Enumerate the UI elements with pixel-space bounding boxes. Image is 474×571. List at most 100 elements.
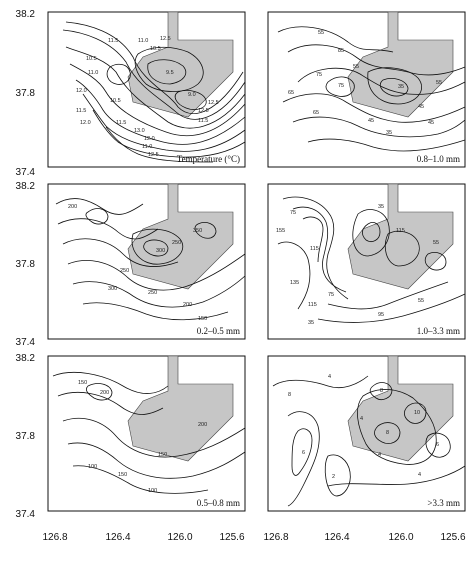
contour-label: 100 bbox=[88, 464, 97, 470]
x-axis-left: 126.8 126.4 126.0 125.6 bbox=[42, 532, 244, 543]
contour-label: 11.0 bbox=[88, 70, 98, 76]
contour-label: 300 bbox=[156, 248, 165, 254]
x-tick: 126.0 bbox=[388, 532, 413, 543]
y-tick: 38.2 bbox=[16, 353, 36, 364]
contour-label: 300 bbox=[108, 286, 117, 292]
contour-label: 115 bbox=[308, 302, 317, 308]
y-tick: 37.8 bbox=[16, 431, 36, 442]
contour-label: 200 bbox=[100, 390, 109, 396]
contour-label: 12.0 bbox=[80, 120, 91, 126]
contour-label: 10.5 bbox=[150, 46, 161, 52]
contour-label: 75 bbox=[338, 83, 344, 89]
contour-label: 350 bbox=[193, 228, 202, 234]
panel-label: 0.8–1.0 mm bbox=[417, 154, 460, 164]
x-axis-right: 126.8 126.4 126.0 125.6 bbox=[263, 532, 465, 543]
contour-label: 13.0 bbox=[134, 128, 145, 134]
contour-label: 8 bbox=[288, 392, 291, 398]
x-tick: 125.6 bbox=[440, 532, 465, 543]
y-tick: 38.2 bbox=[16, 181, 36, 192]
contour-label: 35 bbox=[378, 204, 384, 210]
contour-label: 55 bbox=[436, 80, 442, 86]
y-axis-row-2: 38.2 37.8 37.4 bbox=[16, 181, 36, 348]
x-tick: 126.0 bbox=[167, 532, 192, 543]
contour-label: 100 bbox=[148, 488, 157, 494]
x-tick: 126.4 bbox=[324, 532, 349, 543]
panel-label: 0.5–0.8 mm bbox=[197, 498, 240, 508]
contour-label: 8 bbox=[386, 430, 389, 436]
contour-label: 10.5 bbox=[86, 56, 97, 62]
contour-label: 115 bbox=[310, 246, 319, 252]
y-tick: 37.8 bbox=[16, 259, 36, 270]
contour-label: 12.0 bbox=[76, 88, 87, 94]
contour-label: 75 bbox=[328, 292, 334, 298]
contour-label: 95 bbox=[378, 312, 384, 318]
contour-label: 10.5 bbox=[110, 98, 121, 104]
contour-label: 9.5 bbox=[166, 70, 174, 76]
contour-label: 155 bbox=[276, 228, 285, 234]
panel-0.5-0.8mm: 150 200 150 100 150 100 200 0.5–0.8 mm bbox=[47, 355, 246, 512]
contour-label: 12.0 bbox=[144, 136, 155, 142]
contour-label: 4 bbox=[418, 472, 421, 478]
contour-label: 45 bbox=[418, 104, 424, 110]
contour-label: 4 bbox=[378, 452, 381, 458]
contour-label: 200 bbox=[68, 204, 77, 210]
contour-label: 11.5 bbox=[108, 38, 118, 44]
contour-label: 11.5 bbox=[76, 108, 86, 114]
contour-label: 4 bbox=[328, 374, 331, 380]
contour-label: 65 bbox=[288, 90, 294, 96]
contour-label: 150 bbox=[118, 472, 127, 478]
y-tick: 37.4 bbox=[16, 167, 36, 178]
contour-label: 200 bbox=[198, 422, 207, 428]
y-axis-row-1: 38.2 37.8 37.4 bbox=[16, 9, 36, 178]
y-tick: 37.4 bbox=[16, 337, 36, 348]
panel-over-3.3mm: 6 4 8 4 8 10 4 2 6 4 8 >3.3 mm bbox=[267, 355, 466, 512]
contour-label: 55 bbox=[418, 298, 424, 304]
contour-label: 35 bbox=[398, 84, 404, 90]
contour-label: 135 bbox=[290, 280, 299, 286]
contour-label: 45 bbox=[428, 120, 434, 126]
contour-label: 6 bbox=[302, 450, 305, 456]
contour-label: 4 bbox=[360, 416, 363, 422]
contour-label: 9.0 bbox=[188, 92, 196, 98]
y-tick: 38.2 bbox=[16, 9, 36, 20]
contour-label: 55 bbox=[353, 64, 359, 70]
contour-label: 10 bbox=[414, 410, 420, 416]
x-tick: 126.8 bbox=[263, 532, 288, 543]
panel-1.0-3.3mm: 75 155 115 115 35 55 135 75 115 35 95 55… bbox=[267, 183, 466, 340]
contour-label: 55 bbox=[433, 240, 439, 246]
x-tick: 126.8 bbox=[42, 532, 67, 543]
contour-label: 45 bbox=[368, 118, 374, 124]
y-tick: 37.8 bbox=[16, 88, 36, 99]
contour-label: 35 bbox=[308, 320, 314, 326]
contour-label: 11.0 bbox=[138, 38, 148, 44]
contour-label: 11.0 bbox=[142, 144, 152, 150]
contour-label: 75 bbox=[316, 72, 322, 78]
contour-label: 65 bbox=[313, 110, 319, 116]
contour-label: 150 bbox=[78, 380, 87, 386]
contour-label: 8 bbox=[380, 388, 383, 394]
panel-label: Temperature (°C) bbox=[177, 154, 240, 164]
contour-label: 250 bbox=[148, 290, 157, 296]
contour-label: 75 bbox=[290, 210, 296, 216]
panel-0.8-1.0mm: 55 85 75 65 55 65 45 35 45 75 35 55 45 0… bbox=[267, 11, 466, 168]
contour-label: 250 bbox=[120, 268, 129, 274]
panel-label: 1.0–3.3 mm bbox=[417, 326, 460, 336]
panel-label: >3.3 mm bbox=[427, 498, 460, 508]
panel-0.2-0.5mm: 200 350 250 300 250 250 200 150 300 0.2–… bbox=[47, 183, 246, 340]
contour-label: 250 bbox=[172, 240, 181, 246]
contour-label: 12.5 bbox=[160, 36, 171, 42]
panel-temperature: 9.0 11.0 10.5 12.5 11.5 10.5 11.0 12.0 1… bbox=[47, 11, 246, 168]
contour-label: 200 bbox=[183, 302, 192, 308]
panel-label: 0.2–0.5 mm bbox=[197, 326, 240, 336]
contour-label: 12.5 bbox=[148, 152, 159, 158]
contour-label: 11.5 bbox=[116, 120, 126, 126]
contour-label: 150 bbox=[158, 452, 167, 458]
x-tick: 125.6 bbox=[219, 532, 244, 543]
contour-label: 85 bbox=[338, 48, 344, 54]
contour-label: 11.5 bbox=[198, 118, 208, 124]
contour-label: 35 bbox=[386, 130, 392, 136]
x-tick: 126.4 bbox=[105, 532, 130, 543]
contour-label: 2 bbox=[332, 474, 335, 480]
y-axis-row-3: 38.2 37.8 37.4 bbox=[16, 353, 36, 520]
